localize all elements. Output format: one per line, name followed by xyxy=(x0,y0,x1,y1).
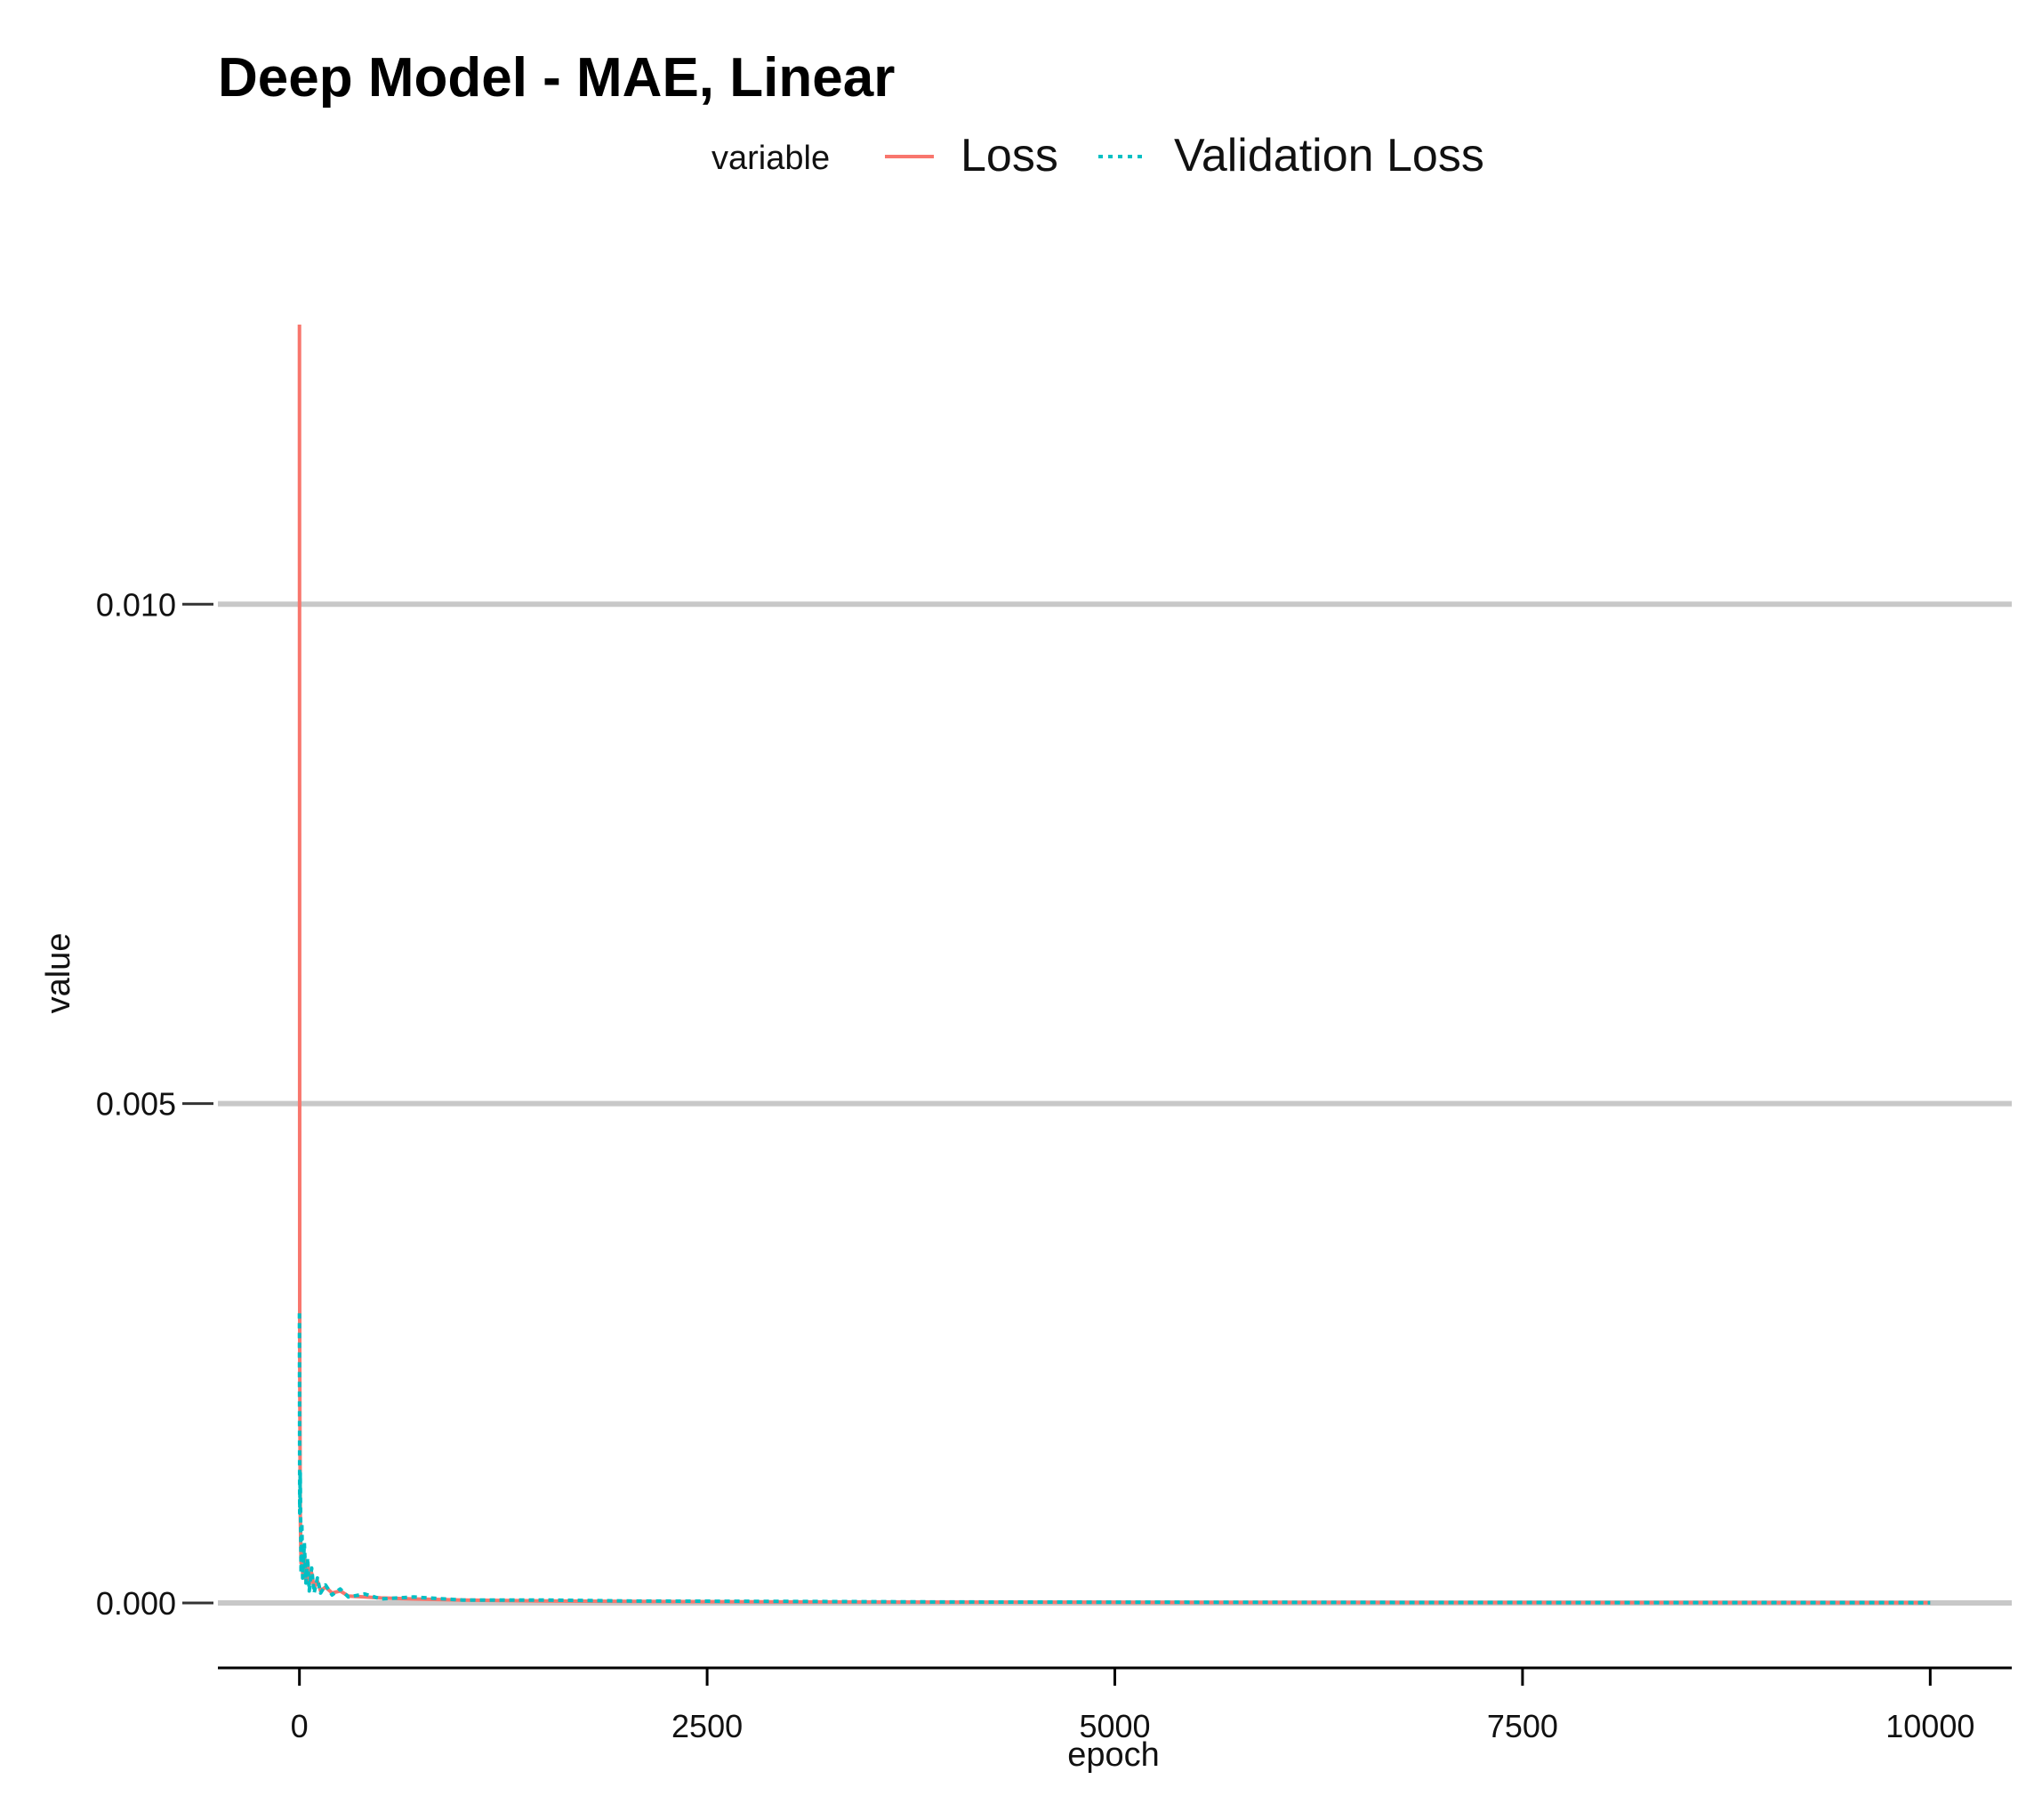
series-line-loss xyxy=(297,324,1931,1605)
y-axis-ticks: 0.000 0.005 0.010 xyxy=(96,586,213,1622)
series-line-validation-loss xyxy=(297,1313,1931,1605)
series-layer xyxy=(297,324,1931,1605)
y-tick-label-2: 0.010 xyxy=(96,586,176,623)
x-tick-label-0: 0 xyxy=(291,1708,309,1744)
y-axis-label: value xyxy=(40,933,77,1014)
x-axis-label: epoch xyxy=(1067,1736,1160,1774)
y-tick-label-1: 0.005 xyxy=(96,1086,176,1123)
x-tick-label-2: 5000 xyxy=(1079,1708,1150,1744)
x-tick-label-4: 10000 xyxy=(1885,1708,1974,1744)
chart-title: Deep Model - MAE, Linear xyxy=(218,47,895,109)
legend-label-loss: Loss xyxy=(961,130,1058,181)
x-tick-label-1: 2500 xyxy=(671,1708,743,1744)
legend-title: variable xyxy=(711,140,830,177)
legend: variable Loss Validation Loss xyxy=(711,130,1484,181)
legend-label-validation-loss: Validation Loss xyxy=(1174,130,1484,181)
y-tick-label-0: 0.000 xyxy=(96,1585,176,1622)
x-axis-ticks: 0 2500 5000 7500 10000 xyxy=(291,1668,1974,1744)
x-tick-label-3: 7500 xyxy=(1487,1708,1558,1744)
gridlines xyxy=(218,601,2012,1607)
